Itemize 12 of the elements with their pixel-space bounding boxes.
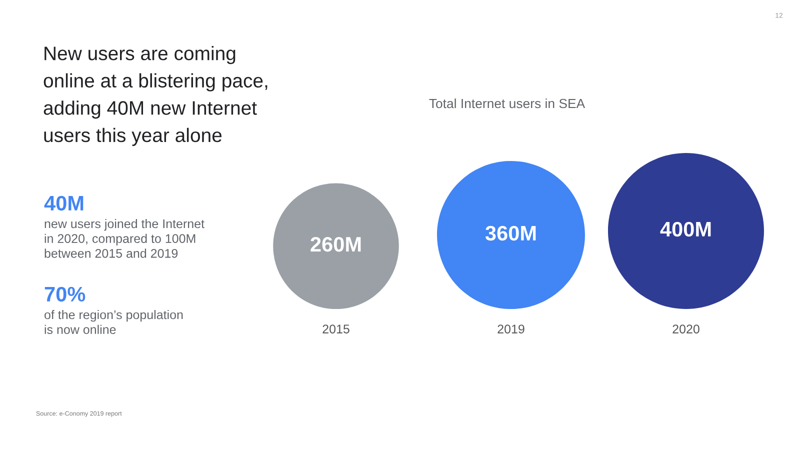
category-label: 2019 <box>498 324 524 334</box>
category-label: 2015 <box>322 324 350 334</box>
text: new users joined the Internet in 2020, compared to 100M between 2015 and 2019 <box>44 219 204 258</box>
text: of the region’s population is now online <box>44 310 183 334</box>
text: 40M <box>44 196 84 211</box>
data-label: 360M <box>485 226 536 241</box>
text: New users are coming online at a blistering pace, adding 40M new Internet users this year alone <box>44 46 268 146</box>
category-label: 2020 <box>672 324 700 334</box>
text: Total Internet users in SEA <box>429 98 586 108</box>
data-label: 260M <box>310 236 361 252</box>
data-label: 400M <box>660 222 711 237</box>
text: 70% <box>44 286 86 302</box>
